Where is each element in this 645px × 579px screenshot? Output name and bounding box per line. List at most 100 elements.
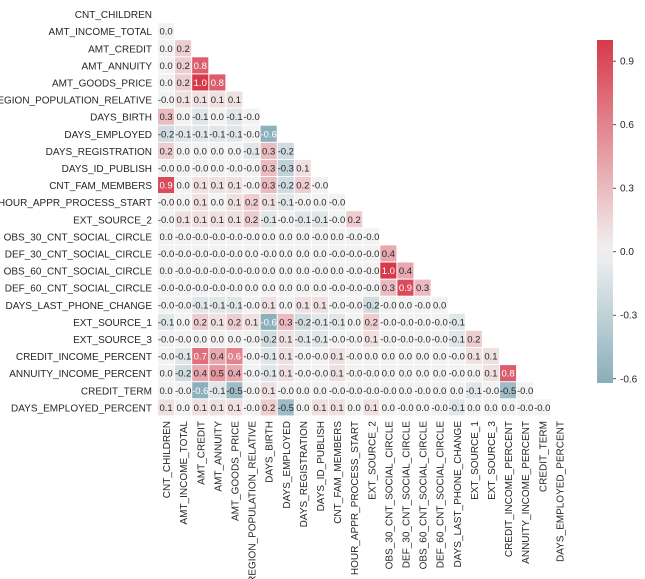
cell-rect xyxy=(431,313,448,330)
column-label: REGION_POPULATION_RELATIVE xyxy=(248,421,259,579)
heatmap-cell: 0.0 xyxy=(397,365,414,382)
cell-rect xyxy=(158,399,175,416)
cell-label: -0.5 xyxy=(500,386,516,397)
heatmap-cell: -0.0 xyxy=(329,296,345,313)
cell-label: 0.0 xyxy=(211,198,224,209)
row-label: DAYS_EMPLOYED_PERCENT xyxy=(11,403,152,414)
cell-rect xyxy=(329,348,346,365)
row-label: EXT_SOURCE_1 xyxy=(73,318,152,329)
cell-rect xyxy=(243,108,260,125)
cell-rect xyxy=(431,399,448,416)
heatmap-cell: -0.0 xyxy=(346,262,362,279)
cell-label: 0.1 xyxy=(467,352,480,363)
cell-label: -0.1 xyxy=(175,352,191,363)
heatmap-cell: 0.0 xyxy=(277,228,294,245)
cell-label: 0.1 xyxy=(177,215,190,226)
heatmap-cell: 0.0 xyxy=(260,262,277,279)
cell-rect xyxy=(158,296,175,313)
cell-label: -0.2 xyxy=(278,146,294,157)
heatmap-cell: 0.2 xyxy=(465,330,482,347)
cell-rect xyxy=(226,262,243,279)
heatmap-cell: -0.0 xyxy=(346,365,362,382)
cell-rect xyxy=(277,382,294,399)
cell-label: 0.0 xyxy=(279,232,292,243)
row-labels: CNT_CHILDREN AMT_INCOME_TOTAL AMT_CREDIT AM… xyxy=(0,10,152,414)
cell-label: -0.0 xyxy=(346,300,362,311)
heatmap-cell: -0.0 xyxy=(397,399,414,416)
heatmap-cell: 0.2 xyxy=(243,194,260,211)
cell-label: 0.1 xyxy=(484,369,497,380)
cell-label: -0.1 xyxy=(466,386,482,397)
cell-label: -0.0 xyxy=(363,249,379,260)
cell-label: 0.0 xyxy=(382,369,395,380)
cell-rect xyxy=(175,74,192,91)
column-label: OBS_60_CNT_SOCIAL_CIRCLE xyxy=(419,421,430,570)
heatmap-cell: 0.0 xyxy=(158,262,175,279)
cell-rect xyxy=(380,399,397,416)
column-label: DEF_60_CNT_SOCIAL_CIRCLE xyxy=(436,421,447,569)
cell-rect xyxy=(192,108,209,125)
cell-rect xyxy=(414,330,431,347)
cell-label: 0.1 xyxy=(211,403,224,414)
cell-label: 0.2 xyxy=(228,317,241,328)
cell-rect xyxy=(158,245,175,262)
cell-label: 0.0 xyxy=(262,266,275,277)
heatmap-cell: 0.0 xyxy=(431,365,448,382)
heatmap-cell: 0.5 xyxy=(209,365,226,382)
cell-rect xyxy=(260,142,277,159)
cell-label: -0.0 xyxy=(397,334,413,345)
cell-rect xyxy=(414,313,431,330)
heatmap-cell: -0.0 xyxy=(397,330,414,347)
column-label: EXT_SOURCE_1 xyxy=(470,421,481,500)
heatmap-cell: 0.0 xyxy=(175,108,192,125)
cell-rect xyxy=(380,245,397,262)
heatmap-cell: -0.0 xyxy=(158,211,174,228)
row-label: EXT_SOURCE_2 xyxy=(73,215,152,226)
cell-label: 0.1 xyxy=(194,198,207,209)
heatmap-cell: -0.5 xyxy=(278,399,294,416)
heatmap-cell: -0.0 xyxy=(346,348,362,365)
heatmap-cell: 1.0 xyxy=(192,74,209,91)
cell-label: 0.3 xyxy=(159,112,172,123)
row-label: OBS_30_CNT_SOCIAL_CIRCLE xyxy=(4,232,153,243)
cell-label: 0.2 xyxy=(467,334,480,345)
heatmap-cell: 0.2 xyxy=(260,399,277,416)
cell-rect xyxy=(192,91,209,108)
heatmap-cell: -0.0 xyxy=(226,245,243,262)
heatmap-cell: 0.3 xyxy=(380,279,397,296)
heatmap-cell: 0.4 xyxy=(397,262,414,279)
heatmap-cell: -0.0 xyxy=(192,262,208,279)
cell-rect xyxy=(294,296,311,313)
cell-label: 0.6 xyxy=(228,352,241,363)
row-label: DAYS_REGISTRATION xyxy=(46,147,152,158)
heatmap-cell: 0.0 xyxy=(482,399,499,416)
heatmap-cell: -0.0 xyxy=(158,91,174,108)
cell-label: -0.0 xyxy=(175,249,191,260)
heatmap-cell: -0.0 xyxy=(192,245,208,262)
heatmap-cell: 0.0 xyxy=(158,40,175,57)
heatmap-cell: 0.1 xyxy=(243,313,260,330)
cell-rect xyxy=(175,245,192,262)
column-label: DAYS_EMPLOYED xyxy=(282,421,293,509)
cell-label: -0.0 xyxy=(278,386,294,397)
heatmap-cell: -0.1 xyxy=(192,125,208,142)
cell-rect xyxy=(175,211,192,228)
heatmap-cell: -0.0 xyxy=(295,194,311,211)
heatmap-cell: 0.1 xyxy=(329,365,346,382)
cell-rect xyxy=(175,177,192,194)
cell-rect xyxy=(260,330,277,347)
heatmap-cell: -0.0 xyxy=(175,228,191,245)
heatmap-cell: 0.1 xyxy=(482,365,499,382)
heatmap-cell: -0.1 xyxy=(260,348,277,365)
cell-label: -0.0 xyxy=(226,249,242,260)
heatmap-cell: -0.5 xyxy=(500,382,516,399)
heatmap-cell: 0.1 xyxy=(329,348,346,365)
heatmap-cell: 0.1 xyxy=(192,194,209,211)
cell-label: 0.0 xyxy=(433,369,446,380)
cell-label: -0.1 xyxy=(449,403,465,414)
cell-rect xyxy=(294,228,311,245)
cell-rect xyxy=(414,296,431,313)
heatmap-cell: -0.0 xyxy=(346,228,362,245)
cell-label: 0.1 xyxy=(194,181,207,192)
heatmap-cell: -0.0 xyxy=(534,399,550,416)
